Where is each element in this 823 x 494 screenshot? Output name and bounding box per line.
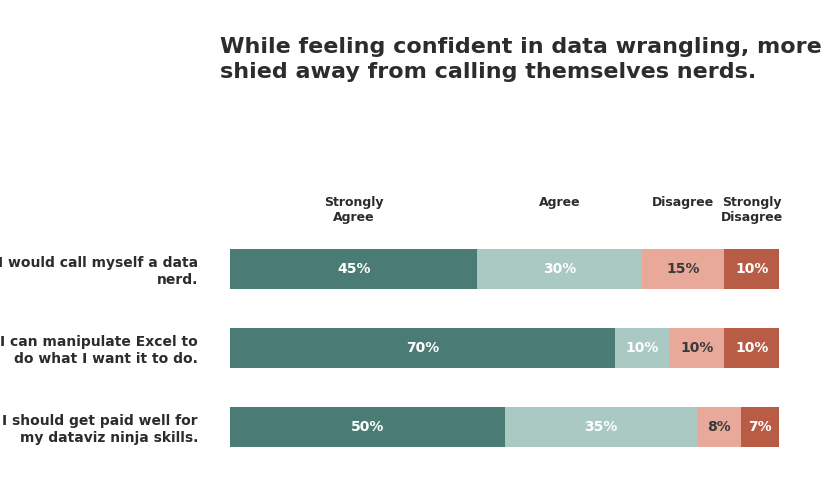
Bar bbox=[669, 328, 724, 368]
Bar bbox=[642, 249, 724, 288]
Text: 45%: 45% bbox=[337, 262, 370, 276]
Text: 10%: 10% bbox=[680, 341, 714, 355]
Bar bbox=[724, 328, 779, 368]
Text: 10%: 10% bbox=[735, 341, 769, 355]
Text: Agree: Agree bbox=[539, 196, 580, 209]
Bar bbox=[741, 407, 779, 447]
Text: 7%: 7% bbox=[748, 420, 772, 434]
Text: While feeling confident in data wrangling, more participants
shied away from cal: While feeling confident in data wranglin… bbox=[220, 38, 823, 82]
Text: 70%: 70% bbox=[406, 341, 439, 355]
Text: Disagree: Disagree bbox=[652, 196, 714, 209]
Bar bbox=[230, 407, 504, 447]
Bar bbox=[724, 249, 779, 288]
Text: 15%: 15% bbox=[667, 262, 700, 276]
Bar bbox=[697, 407, 741, 447]
Text: Strongly
Agree: Strongly Agree bbox=[324, 196, 384, 224]
Bar bbox=[230, 328, 615, 368]
Text: 50%: 50% bbox=[351, 420, 384, 434]
Text: 10%: 10% bbox=[735, 262, 769, 276]
Bar bbox=[615, 328, 669, 368]
Text: 35%: 35% bbox=[584, 420, 617, 434]
Bar bbox=[477, 249, 642, 288]
Text: 10%: 10% bbox=[625, 341, 658, 355]
Text: 30%: 30% bbox=[543, 262, 576, 276]
Bar bbox=[230, 249, 477, 288]
Text: Strongly
Disagree: Strongly Disagree bbox=[721, 196, 783, 224]
Text: 8%: 8% bbox=[707, 420, 731, 434]
Bar bbox=[504, 407, 697, 447]
